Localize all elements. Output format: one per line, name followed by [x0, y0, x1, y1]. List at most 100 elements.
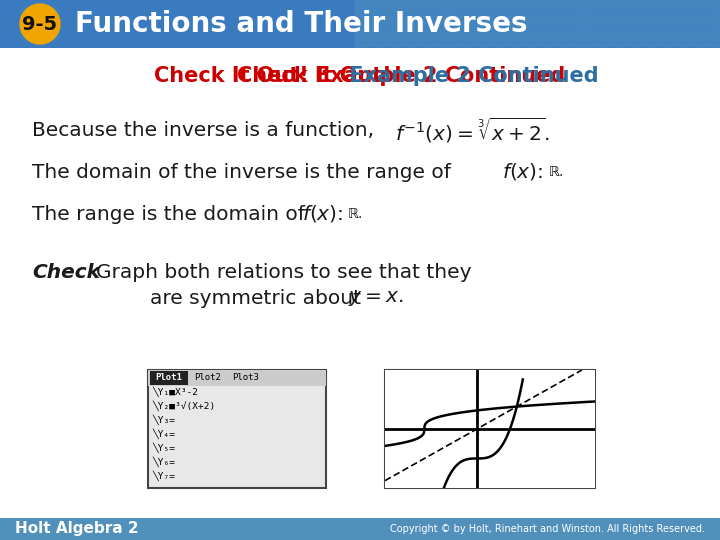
Bar: [355, 32, 371, 47]
Text: Because the inverse is a function,: Because the inverse is a function,: [32, 120, 374, 139]
Bar: [355, 0, 371, 15]
Text: The range is the domain of: The range is the domain of: [32, 205, 305, 224]
Bar: [423, 0, 439, 15]
Bar: [406, 16, 422, 31]
Bar: [372, 0, 388, 15]
Text: ╲Y₄=: ╲Y₄=: [152, 429, 175, 439]
Bar: [406, 0, 422, 15]
Text: Graph both relations to see that they: Graph both relations to see that they: [96, 262, 472, 281]
Bar: [712, 0, 720, 15]
Bar: [593, 0, 609, 15]
Bar: [491, 0, 507, 15]
Text: 9-5: 9-5: [22, 15, 58, 33]
Bar: [576, 32, 592, 47]
Bar: [385, 370, 595, 488]
Bar: [525, 32, 541, 47]
Bar: [0, 0, 720, 48]
Text: Plot1: Plot1: [156, 374, 182, 382]
Text: are symmetric about: are symmetric about: [150, 288, 361, 307]
Text: $f(x)$:: $f(x)$:: [502, 161, 543, 183]
Bar: [0, 518, 720, 540]
Bar: [423, 32, 439, 47]
Bar: [576, 16, 592, 31]
Bar: [559, 16, 575, 31]
Bar: [508, 32, 524, 47]
Bar: [491, 16, 507, 31]
Bar: [440, 16, 456, 31]
Bar: [389, 16, 405, 31]
Bar: [610, 16, 626, 31]
Bar: [559, 32, 575, 47]
Text: ℝ.: ℝ.: [549, 165, 564, 179]
Bar: [474, 16, 490, 31]
Bar: [542, 0, 558, 15]
Bar: [661, 16, 677, 31]
Text: ╲Y₁■X³-2: ╲Y₁■X³-2: [152, 387, 198, 397]
Bar: [457, 0, 473, 15]
Text: $y = x$.: $y = x$.: [348, 288, 403, 307]
Bar: [695, 16, 711, 31]
Bar: [389, 0, 405, 15]
Bar: [593, 32, 609, 47]
Bar: [440, 0, 456, 15]
Bar: [644, 0, 660, 15]
Bar: [644, 32, 660, 47]
Bar: [610, 32, 626, 47]
Bar: [695, 0, 711, 15]
Text: ╲Y₆=: ╲Y₆=: [152, 457, 175, 467]
Bar: [508, 0, 524, 15]
Bar: [525, 16, 541, 31]
Text: Plot3: Plot3: [233, 374, 259, 382]
Text: ╲Y₅=: ╲Y₅=: [152, 443, 175, 453]
Bar: [542, 32, 558, 47]
Bar: [150, 371, 188, 385]
Bar: [372, 32, 388, 47]
Bar: [440, 32, 456, 47]
Text: $f(x)$:: $f(x)$:: [302, 204, 343, 225]
Text: ╲Y₇=: ╲Y₇=: [152, 471, 175, 481]
Bar: [695, 32, 711, 47]
Bar: [678, 16, 694, 31]
Bar: [457, 16, 473, 31]
Bar: [457, 32, 473, 47]
Bar: [661, 32, 677, 47]
Text: ℝ.: ℝ.: [348, 207, 364, 221]
Bar: [372, 16, 388, 31]
Bar: [610, 0, 626, 15]
Bar: [474, 0, 490, 15]
Bar: [678, 32, 694, 47]
Text: Functions and Their Inverses: Functions and Their Inverses: [75, 10, 528, 38]
Bar: [627, 16, 643, 31]
Bar: [423, 16, 439, 31]
Text: $f^{-1}(x) = \sqrt[3]{x+2}.$: $f^{-1}(x) = \sqrt[3]{x+2}.$: [395, 116, 550, 145]
Text: Plot2: Plot2: [194, 374, 222, 382]
Bar: [389, 32, 405, 47]
Text: ╲Y₂■³√(X+2): ╲Y₂■³√(X+2): [152, 401, 215, 411]
Text: Example 2 Continued: Example 2 Continued: [342, 66, 598, 86]
Bar: [559, 0, 575, 15]
Bar: [627, 32, 643, 47]
Text: Check It Out!: Check It Out!: [237, 66, 392, 86]
Bar: [542, 16, 558, 31]
Bar: [678, 0, 694, 15]
Bar: [576, 0, 592, 15]
Text: Check: Check: [32, 262, 100, 281]
Text: Check It Out! Example 2 Continued: Check It Out! Example 2 Continued: [154, 66, 566, 86]
Text: Copyright © by Holt, Rinehart and Winston. All Rights Reserved.: Copyright © by Holt, Rinehart and Winsto…: [390, 524, 705, 534]
Bar: [474, 32, 490, 47]
Text: Check It Out!: Check It Out!: [283, 66, 437, 86]
Bar: [508, 16, 524, 31]
Circle shape: [20, 4, 60, 44]
Bar: [712, 16, 720, 31]
Bar: [148, 370, 326, 488]
Bar: [491, 32, 507, 47]
Bar: [712, 32, 720, 47]
Bar: [355, 16, 371, 31]
Bar: [525, 0, 541, 15]
Bar: [148, 370, 326, 386]
Text: The domain of the inverse is the range of: The domain of the inverse is the range o…: [32, 163, 451, 181]
Bar: [627, 0, 643, 15]
Bar: [406, 32, 422, 47]
Text: Holt Algebra 2: Holt Algebra 2: [15, 522, 139, 537]
Bar: [593, 16, 609, 31]
